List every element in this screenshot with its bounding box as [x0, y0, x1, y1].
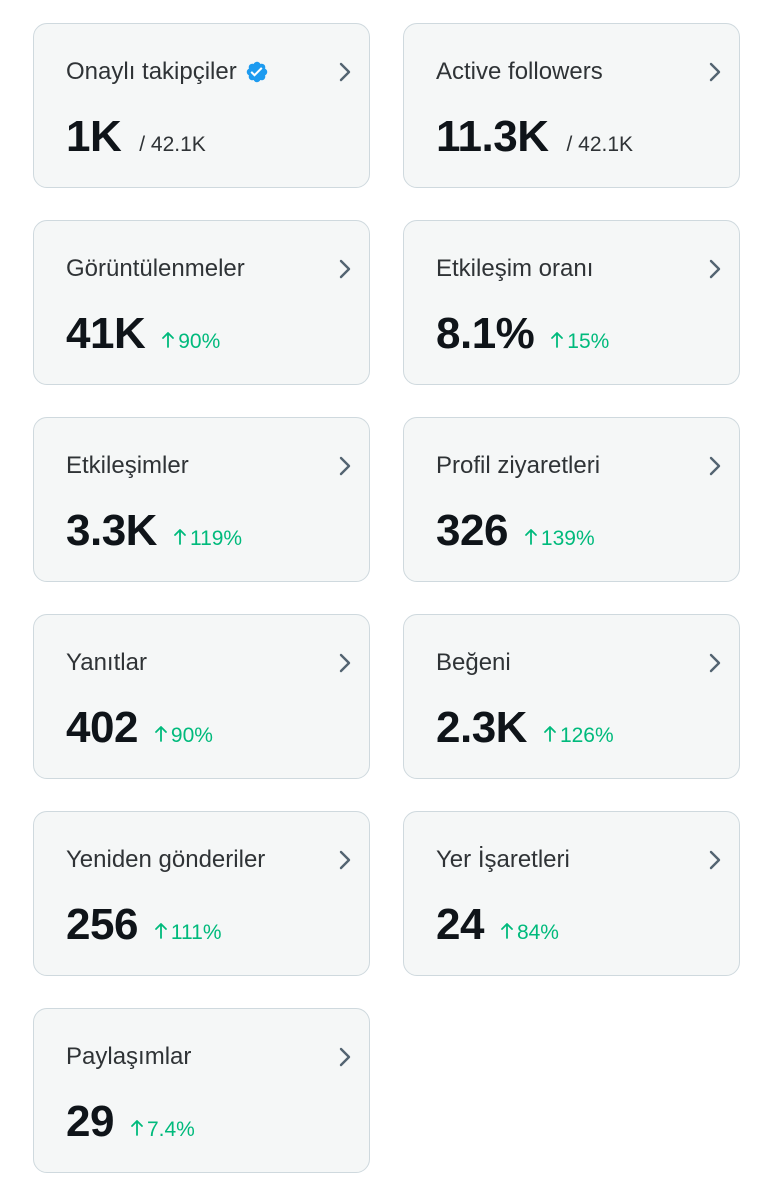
arrow-up-icon	[551, 332, 564, 348]
metric-change: 111%	[154, 921, 222, 945]
metric-value-row: 24 84%	[436, 900, 559, 950]
metric-card-title-row: Paylaşımlar	[66, 1043, 191, 1071]
metric-value: 326	[436, 506, 508, 555]
metric-value-row: 41K 90%	[66, 309, 220, 359]
metric-change-value: 15%	[567, 330, 610, 353]
metric-card-title-row: Beğeni	[436, 649, 511, 677]
metric-value-row: 402 90%	[66, 703, 213, 753]
metric-card-impressions[interactable]: Görüntülenmeler 41K 90%	[33, 220, 370, 385]
metric-card-title: Active followers	[436, 58, 603, 85]
metric-value: 11.3K	[436, 112, 549, 161]
metric-change: 90%	[161, 330, 220, 354]
metric-value: 2.3K	[436, 703, 527, 752]
metric-value-row: 8.1% 15%	[436, 309, 609, 359]
metric-change: 119%	[173, 527, 242, 551]
metric-card-verified-followers[interactable]: Onaylı takipçiler 1K / 42.1K	[33, 23, 370, 188]
metric-change-value: 90%	[178, 330, 221, 353]
arrow-up-icon	[155, 726, 167, 742]
arrow-up-icon	[155, 923, 167, 939]
chevron-right-icon	[709, 259, 721, 279]
metric-value-row: 326 139%	[436, 506, 595, 556]
metric-card-title: Yeniden gönderiler	[66, 846, 266, 873]
metric-value: 29	[66, 1097, 114, 1146]
arrow-up-icon	[501, 923, 513, 939]
metric-card-title-row: Görüntülenmeler	[66, 255, 245, 283]
metric-card-title: Paylaşımlar	[66, 1043, 192, 1070]
metric-change: 15%	[550, 330, 609, 354]
metric-value: 41K	[66, 309, 146, 358]
metric-change: 139%	[524, 527, 595, 551]
metric-change: 7.4%	[130, 1118, 195, 1142]
verified-badge-icon	[245, 60, 269, 84]
metric-change: 126%	[543, 724, 614, 748]
metric-card-title-row: Yeniden gönderiler	[66, 846, 265, 874]
metric-change-value: 7.4%	[146, 1118, 195, 1141]
metric-card-title: Beğeni	[436, 649, 511, 676]
metric-card-likes[interactable]: Beğeni 2.3K 126%	[403, 614, 740, 779]
metric-card-replies[interactable]: Yanıtlar 402 90%	[33, 614, 370, 779]
metric-card-title: Etkileşimler	[66, 452, 189, 479]
metric-card-title: Yanıtlar	[66, 649, 147, 676]
metric-card-profile-visits[interactable]: Profil ziyaretleri 326 139%	[403, 417, 740, 582]
metric-card-title-row: Profil ziyaretleri	[436, 452, 600, 480]
metric-card-title-row: Etkileşim oranı	[436, 255, 593, 283]
metric-card-title-row: Yer İşaretleri	[436, 846, 570, 874]
metric-card-title: Onaylı takipçiler	[66, 58, 237, 85]
metric-change-value: 119%	[189, 527, 243, 550]
metric-value-row: 3.3K 119%	[66, 506, 242, 556]
chevron-right-icon	[339, 850, 351, 870]
metric-value: 402	[66, 703, 138, 752]
metric-card-bookmarks[interactable]: Yer İşaretleri 24 84%	[403, 811, 740, 976]
metric-value-row: 29 7.4%	[66, 1097, 195, 1147]
chevron-right-icon	[339, 259, 351, 279]
metric-value-row: 256 111%	[66, 900, 222, 950]
metric-subtotal: / 42.1K	[566, 133, 634, 156]
metric-change-value: 111%	[170, 921, 222, 944]
arrow-up-icon	[174, 529, 186, 545]
chevron-right-icon	[339, 456, 351, 476]
metric-card-title: Profil ziyaretleri	[436, 452, 601, 479]
metric-change: 90%	[154, 724, 213, 748]
metric-card-title-row: Onaylı takipçiler	[66, 58, 269, 86]
metric-card-engagements[interactable]: Etkileşimler 3.3K 119%	[33, 417, 370, 582]
arrow-up-icon	[525, 529, 537, 545]
chevron-right-icon	[339, 62, 351, 82]
arrow-up-icon	[131, 1120, 143, 1136]
chevron-right-icon	[709, 62, 721, 82]
metric-card-shares[interactable]: Paylaşımlar 29 7.4%	[33, 1008, 370, 1173]
metric-card-title: Görüntülenmeler	[66, 255, 245, 282]
metric-subtotal: / 42.1K	[139, 133, 206, 156]
chevron-right-icon	[339, 1047, 351, 1067]
chevron-right-icon	[339, 653, 351, 673]
metric-change-value: 126%	[559, 724, 614, 747]
arrow-up-icon	[162, 332, 175, 348]
metric-change-value: 139%	[540, 527, 595, 550]
metric-card-engagement-rate[interactable]: Etkileşim oranı 8.1% 15%	[403, 220, 740, 385]
metric-card-title-row: Active followers	[436, 58, 603, 86]
metric-value: 1K	[66, 112, 122, 161]
metric-card-title-row: Etkileşimler	[66, 452, 189, 480]
arrow-up-icon	[544, 726, 556, 742]
metric-value-row: 11.3K / 42.1K	[436, 112, 633, 162]
metric-change-value: 90%	[170, 724, 213, 747]
chevron-right-icon	[709, 653, 721, 673]
chevron-right-icon	[709, 850, 721, 870]
metric-value-row: 2.3K 126%	[436, 703, 614, 753]
metric-card-title: Etkileşim oranı	[436, 255, 594, 282]
metric-value: 8.1%	[436, 309, 535, 358]
metrics-grid: Onaylı takipçiler 1K / 42.1K Active foll…	[33, 23, 740, 1173]
metric-card-title-row: Yanıtlar	[66, 649, 147, 677]
chevron-right-icon	[709, 456, 721, 476]
metric-value: 24	[436, 900, 484, 949]
metric-card-reposts[interactable]: Yeniden gönderiler 256 111%	[33, 811, 370, 976]
metric-change: 84%	[500, 921, 559, 945]
metric-card-title: Yer İşaretleri	[436, 846, 570, 873]
metric-card-active-followers[interactable]: Active followers 11.3K / 42.1K	[403, 23, 740, 188]
metric-value: 3.3K	[66, 506, 157, 555]
metric-change-value: 84%	[516, 921, 559, 944]
metric-value-row: 1K / 42.1K	[66, 112, 206, 162]
metric-value: 256	[66, 900, 138, 949]
